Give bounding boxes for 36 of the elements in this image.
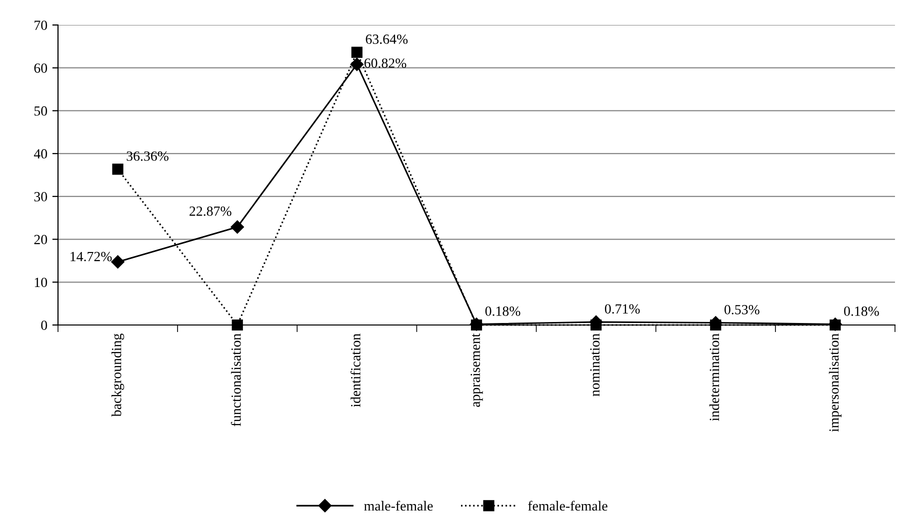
x-tick-label: indetermination xyxy=(709,334,720,421)
y-tick-label: 10 xyxy=(34,278,48,288)
data-label: 0.53% xyxy=(724,304,760,314)
point xyxy=(230,220,244,234)
data-label: 0.71% xyxy=(604,304,640,314)
point xyxy=(232,319,243,331)
data-label: 0.18% xyxy=(485,306,520,316)
y-tick-label: 20 xyxy=(34,234,48,244)
data-label: 22.87% xyxy=(190,206,232,216)
legend-label: male-female xyxy=(364,500,433,511)
x-tick-label: appraisement xyxy=(470,333,483,407)
point xyxy=(710,319,722,331)
y-tick-label: 30 xyxy=(34,192,48,202)
data-label: 36.36% xyxy=(126,151,168,161)
data-label: 14.72% xyxy=(70,252,112,262)
data-label: 60.82% xyxy=(364,58,406,68)
x-tick-label: nomination xyxy=(590,334,600,396)
x-tick-label: identification xyxy=(350,334,360,408)
x-tick-label: backgrounding xyxy=(111,334,124,417)
point xyxy=(111,255,124,268)
point xyxy=(470,319,482,331)
data-label: 63.64% xyxy=(366,34,408,44)
data-label: 0.18% xyxy=(844,306,879,316)
point xyxy=(112,164,124,175)
y-tick-label: 70 xyxy=(34,20,48,30)
point xyxy=(351,46,362,58)
point xyxy=(590,319,602,331)
y-tick-label: 40 xyxy=(34,149,48,159)
y-tick-label: 50 xyxy=(34,106,48,116)
y-tick-label: 60 xyxy=(34,63,48,73)
x-tick-label: functionalisation xyxy=(230,334,241,426)
point xyxy=(350,58,364,71)
point xyxy=(830,319,841,331)
legend-label: female-female xyxy=(528,500,608,511)
x-tick-label: impersonalisation xyxy=(828,334,842,432)
y-tick-label: 0 xyxy=(41,320,48,330)
